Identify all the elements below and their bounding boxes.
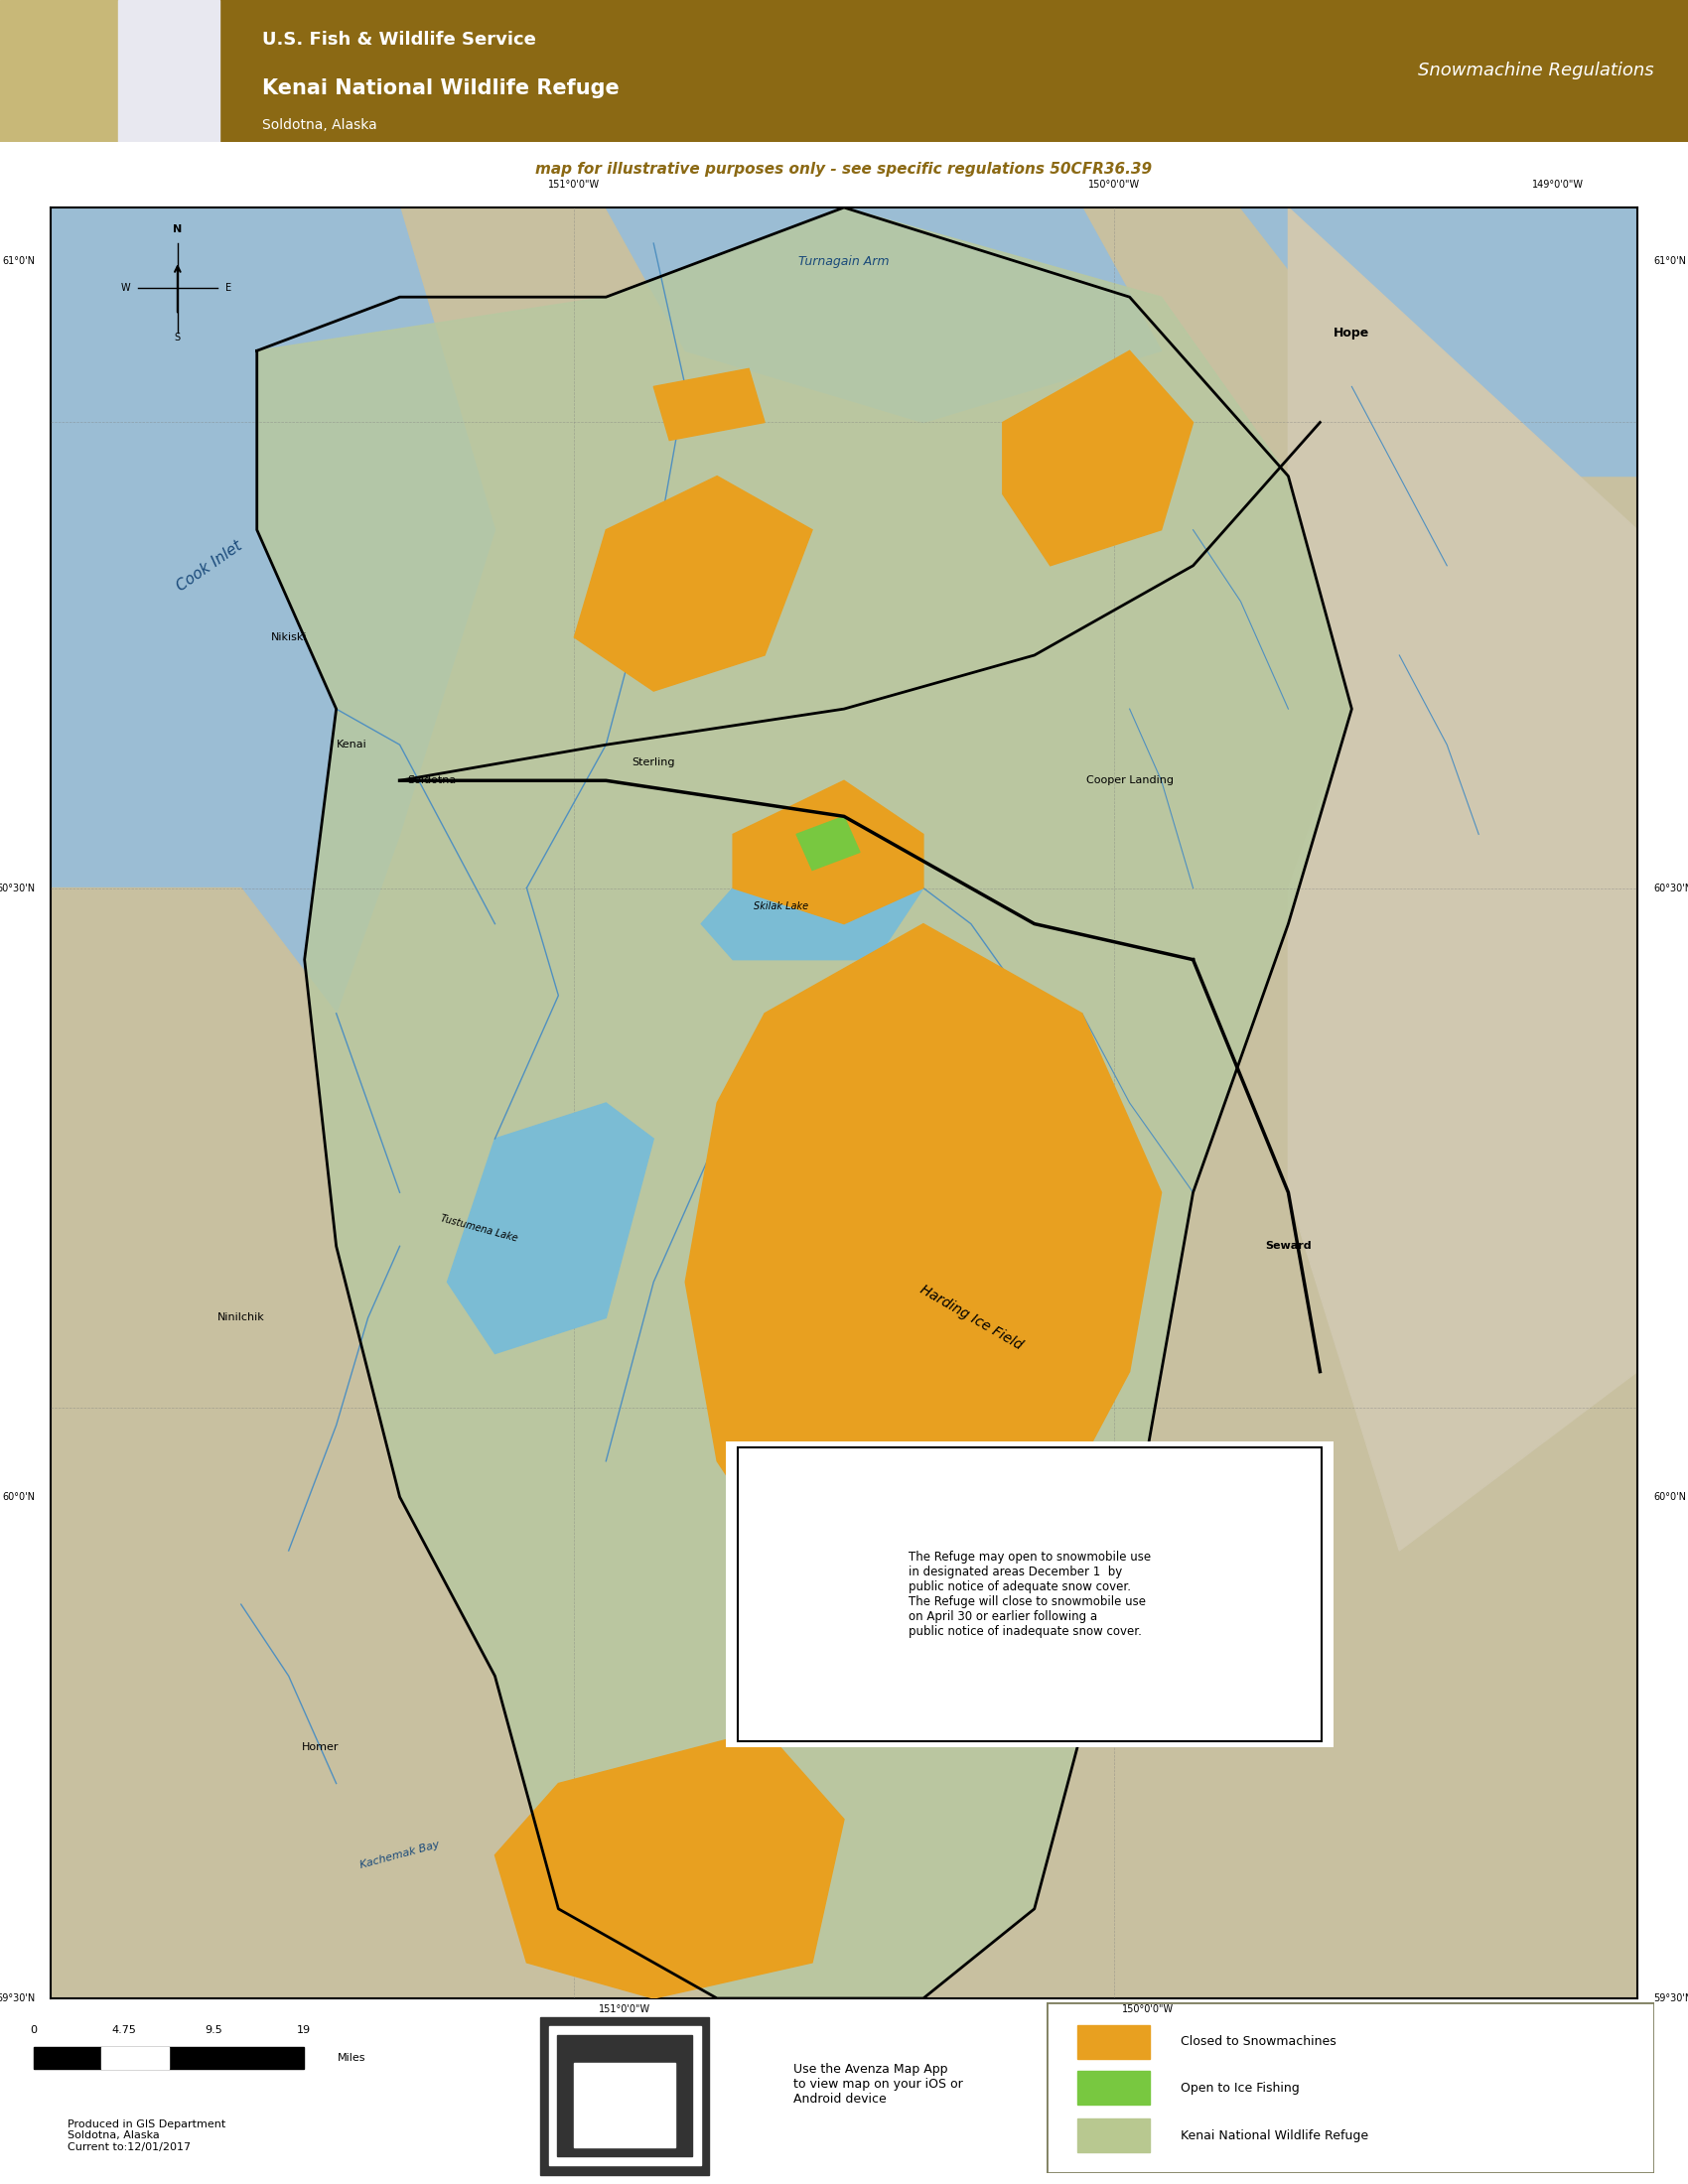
Text: 0: 0 xyxy=(30,2025,37,2035)
Text: 61°0'N: 61°0'N xyxy=(1653,256,1686,266)
Bar xyxy=(1077,2070,1150,2105)
Text: S: S xyxy=(174,332,181,343)
Polygon shape xyxy=(447,1103,653,1354)
Bar xyxy=(0,0,118,142)
Text: Ninilchik: Ninilchik xyxy=(218,1313,265,1324)
Polygon shape xyxy=(685,924,1161,1640)
Text: The Refuge may open to snowmobile use
in designated areas December 1  by
public : The Refuge may open to snowmobile use in… xyxy=(908,1551,1151,1638)
Polygon shape xyxy=(51,207,495,1192)
Text: 60°30'N: 60°30'N xyxy=(1653,882,1688,893)
Bar xyxy=(34,2046,304,2068)
Bar xyxy=(219,0,1688,142)
Text: Soldotna: Soldotna xyxy=(407,775,456,786)
Text: Closed to Snowmachines: Closed to Snowmachines xyxy=(1180,2035,1335,2049)
Text: Use the Avenza Map App
to view map on your iOS or
Android device: Use the Avenza Map App to view map on yo… xyxy=(793,2064,962,2105)
Text: Kenai National Wildlife Refuge: Kenai National Wildlife Refuge xyxy=(262,79,619,98)
Text: Skilak Lake: Skilak Lake xyxy=(753,902,809,911)
Polygon shape xyxy=(701,852,923,959)
Text: 4.75: 4.75 xyxy=(111,2025,137,2035)
Text: Nikiski: Nikiski xyxy=(270,633,307,642)
Bar xyxy=(549,2027,701,2167)
Text: N: N xyxy=(172,225,182,234)
Polygon shape xyxy=(574,476,812,690)
Polygon shape xyxy=(653,369,765,441)
Text: Homer: Homer xyxy=(302,1743,339,1752)
Polygon shape xyxy=(1288,207,1637,1551)
Text: 9.5: 9.5 xyxy=(204,2025,223,2035)
Text: 59°30'N: 59°30'N xyxy=(0,1994,35,2003)
Text: Kachemak Bay: Kachemak Bay xyxy=(360,1839,441,1870)
Text: Snowmachine Regulations: Snowmachine Regulations xyxy=(1418,61,1654,81)
Polygon shape xyxy=(733,780,923,924)
Bar xyxy=(1077,2118,1150,2153)
Polygon shape xyxy=(1003,352,1193,566)
Text: 151°0'0"W: 151°0'0"W xyxy=(549,179,601,190)
Text: map for illustrative purposes only - see specific regulations 50CFR36.39: map for illustrative purposes only - see… xyxy=(535,162,1153,177)
Polygon shape xyxy=(797,817,859,869)
Polygon shape xyxy=(495,1730,844,1998)
Text: E: E xyxy=(225,284,231,293)
Text: 60°30'N: 60°30'N xyxy=(0,882,35,893)
Text: 60°0'N: 60°0'N xyxy=(2,1492,35,1503)
Text: Cook Inlet: Cook Inlet xyxy=(174,537,245,594)
Text: 59°30'N: 59°30'N xyxy=(1653,1994,1688,2003)
Text: 150°0'0"W: 150°0'0"W xyxy=(1123,2005,1173,2014)
Bar xyxy=(574,2064,675,2147)
Bar xyxy=(540,2018,709,2175)
Text: U.S. Fish & Wildlife Service: U.S. Fish & Wildlife Service xyxy=(262,31,535,48)
Text: Hope: Hope xyxy=(1334,325,1369,339)
Text: Cooper Landing: Cooper Landing xyxy=(1085,775,1173,786)
Text: 151°0'0"W: 151°0'0"W xyxy=(599,2005,650,2014)
Text: 150°0'0"W: 150°0'0"W xyxy=(1087,179,1139,190)
Text: Seward: Seward xyxy=(1264,1241,1312,1251)
Text: 149°0'0"W: 149°0'0"W xyxy=(1533,179,1583,190)
Text: Miles: Miles xyxy=(338,2053,366,2062)
Polygon shape xyxy=(606,207,1161,422)
Polygon shape xyxy=(51,889,336,1605)
Text: Kenai National Wildlife Refuge: Kenai National Wildlife Refuge xyxy=(1180,2129,1367,2143)
Bar xyxy=(101,2046,169,2068)
Text: Tustumena Lake: Tustumena Lake xyxy=(439,1212,518,1243)
Text: Soldotna, Alaska: Soldotna, Alaska xyxy=(262,118,376,131)
Text: Harding Ice Field: Harding Ice Field xyxy=(917,1282,1025,1352)
Text: 19: 19 xyxy=(297,2025,311,2035)
Text: Turnagain Arm: Turnagain Arm xyxy=(798,256,890,269)
Text: Sterling: Sterling xyxy=(631,758,675,767)
Bar xyxy=(557,2035,692,2156)
Polygon shape xyxy=(1241,207,1637,476)
Text: Open to Ice Fishing: Open to Ice Fishing xyxy=(1180,2081,1300,2094)
Bar xyxy=(1077,2025,1150,2060)
Text: Produced in GIS Department
Soldotna, Alaska
Current to:12/01/2017: Produced in GIS Department Soldotna, Ala… xyxy=(68,2118,226,2151)
Text: 60°0'N: 60°0'N xyxy=(1653,1492,1686,1503)
Text: Kenai: Kenai xyxy=(338,740,368,749)
Text: W: W xyxy=(120,284,130,293)
Bar xyxy=(118,0,219,142)
Text: 61°0'N: 61°0'N xyxy=(2,256,35,266)
Polygon shape xyxy=(257,207,1352,1998)
